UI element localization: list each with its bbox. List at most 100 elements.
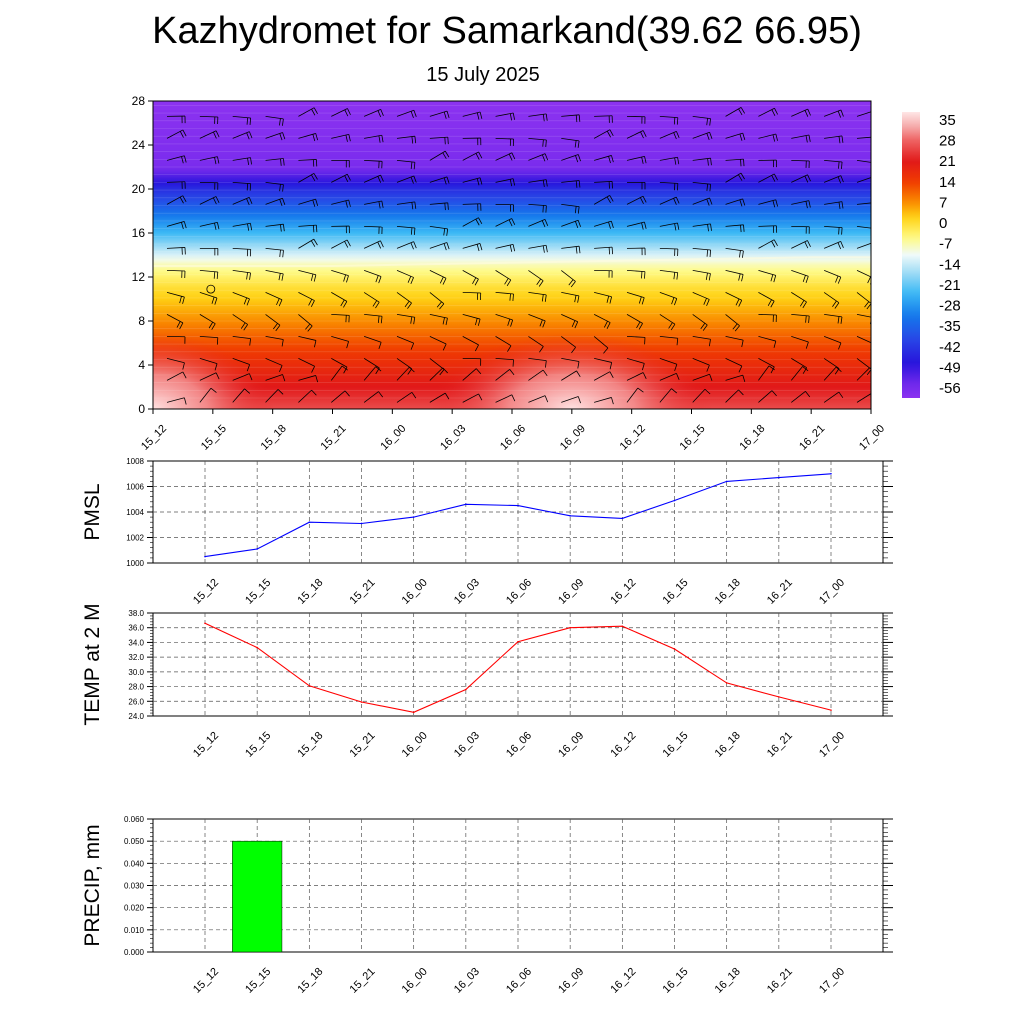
pmsl-xtick-label: 16_06 [504, 577, 534, 607]
wind-barb [823, 391, 840, 403]
wind-barb-feather [709, 197, 713, 205]
wind-barb-feather [348, 134, 351, 142]
wind-barb-feather [804, 110, 809, 117]
wind-barb-feather [375, 367, 380, 375]
wind-barb-feather [410, 227, 413, 235]
wind-barb-feather [838, 161, 840, 169]
wind-barb-feather [834, 368, 840, 375]
wind-barb-feather [608, 221, 611, 229]
wind-barb-feather [771, 109, 776, 117]
wind-barb-feather [348, 199, 351, 207]
wind-barb [528, 358, 547, 361]
wind-barb-feather [311, 389, 317, 396]
wind-barb-feather [375, 275, 379, 283]
wind-barb-feather [704, 388, 711, 395]
wind-barb-feather [508, 219, 513, 227]
wind-barb-feather [807, 240, 811, 247]
wind-barb-feather [279, 365, 283, 373]
wind-barb-feather [509, 369, 515, 376]
wind-barb-feather [282, 374, 286, 382]
wind-barb [856, 160, 871, 163]
wind-barb [364, 336, 382, 343]
wind-barb-feather [835, 275, 839, 283]
wind-barb-feather [313, 173, 318, 180]
wind-barb-feather [570, 281, 576, 288]
wind-barb-feather [280, 158, 282, 166]
pmsl-xtick-label: 16_15 [661, 577, 691, 607]
wind-barb-feather [741, 340, 744, 348]
wind-barb [199, 336, 218, 339]
wind-barb [298, 336, 317, 341]
wind-barb [659, 358, 678, 365]
colorbar-label: -42 [939, 339, 961, 356]
wind-barb-feather [310, 273, 314, 281]
wind-barb-feather [410, 277, 414, 285]
wind-barb-feather [668, 322, 673, 329]
wind-barb-feather [211, 323, 216, 330]
wind-barb-feather [380, 316, 383, 324]
wind-barb [659, 182, 678, 184]
wind-barb-feather [710, 223, 712, 231]
wind-barb [758, 292, 775, 302]
wind-barb [166, 371, 184, 381]
wind-barb-feather [874, 111, 876, 118]
wind-barb-feather [475, 153, 480, 160]
wind-barb [725, 270, 744, 275]
wind-barb-feather [439, 276, 444, 284]
wind-barb-feather [436, 301, 442, 308]
colorbar-label: 0 [939, 215, 947, 232]
wind-barb-feather [476, 244, 480, 252]
wind-barb [626, 387, 639, 403]
pmsl-point [778, 476, 780, 479]
wind-barb-feather [638, 323, 643, 330]
wind-barb [626, 372, 644, 381]
wind-barb [429, 226, 448, 230]
wind-barb-feather [841, 201, 844, 209]
wind-barb-feather [611, 155, 614, 163]
wind-barb-feather [414, 201, 417, 209]
wind-barb-feather [542, 139, 544, 147]
temp-ytick-label: 26.0 [128, 697, 144, 706]
wind-barb [495, 336, 512, 347]
wind-barb-feather [577, 220, 581, 227]
wind-barb-feather [283, 224, 285, 232]
wind-barb [495, 138, 514, 140]
wind-barb-feather [808, 134, 811, 142]
wind-barb [396, 366, 410, 381]
wind-barb-feather [671, 297, 675, 305]
wind-barb-feather [476, 112, 480, 120]
wind-barb-feather [676, 272, 679, 280]
wind-barb [429, 202, 448, 205]
wind-barb-feather [773, 275, 777, 283]
wind-barb-feather [442, 152, 447, 159]
temp-xtick-label: 15_12 [191, 730, 221, 760]
wind-barb-feather [308, 299, 313, 306]
wind-barb [659, 130, 677, 139]
wind-barb [626, 292, 645, 299]
temp-point [673, 648, 676, 650]
wind-barb-feather [282, 250, 284, 258]
xsec-xtick-label: 16_06 [498, 423, 528, 453]
wind-barb-feather [208, 321, 214, 329]
wind-barb [758, 358, 775, 368]
wind-barb-feather [603, 347, 609, 354]
wind-barb-feather [738, 389, 744, 396]
wind-barb-feather [378, 276, 382, 284]
wind-barb [758, 365, 770, 381]
wind-barb-feather [864, 301, 870, 308]
wind-barb [199, 387, 212, 403]
wind-barb-feather [706, 183, 709, 191]
wind-barb-feather [246, 132, 250, 140]
wind-barb-feather [312, 199, 316, 207]
wind-barb [166, 247, 185, 249]
wind-barb-feather [279, 118, 281, 126]
wind-barb-feather [344, 241, 349, 248]
pmsl-xtick-label: 16_18 [713, 577, 743, 607]
wind-barb-feather [511, 152, 516, 160]
wind-barb-feather [802, 366, 809, 372]
wind-barb [528, 314, 546, 322]
wind-barb-feather [706, 198, 710, 206]
wind-barb-feather [575, 180, 578, 188]
wind-barb [791, 358, 807, 369]
colorbar-label: 28 [939, 133, 956, 150]
